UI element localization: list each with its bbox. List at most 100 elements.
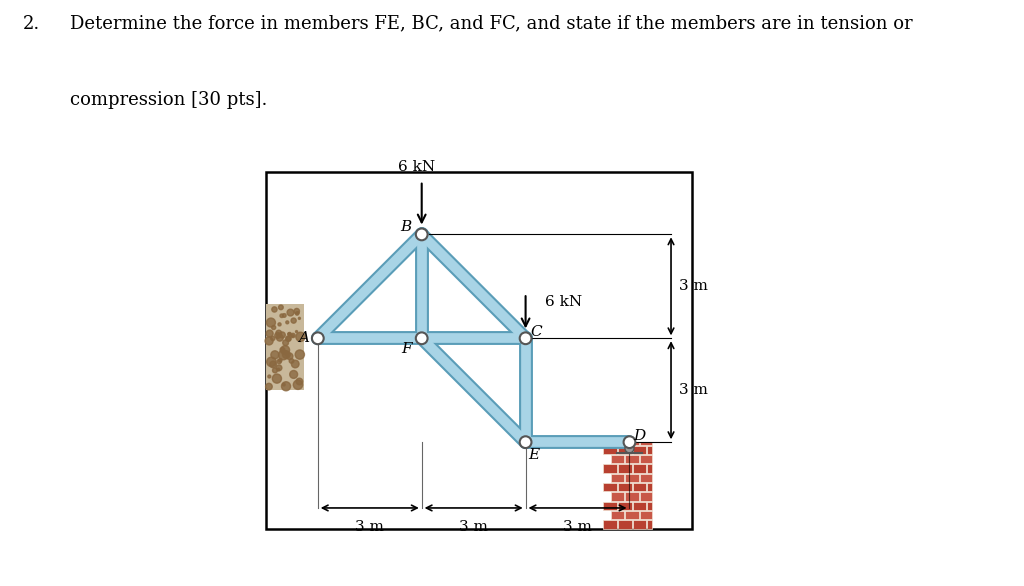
Circle shape bbox=[296, 331, 298, 333]
Circle shape bbox=[266, 357, 276, 367]
Bar bbox=[647, 520, 651, 529]
Text: compression [30 pts].: compression [30 pts]. bbox=[70, 91, 267, 109]
Bar bbox=[647, 502, 651, 510]
Bar bbox=[640, 492, 651, 500]
Circle shape bbox=[265, 337, 273, 345]
Circle shape bbox=[276, 335, 284, 341]
Circle shape bbox=[520, 436, 531, 448]
Circle shape bbox=[312, 332, 324, 344]
Circle shape bbox=[280, 314, 284, 318]
Circle shape bbox=[280, 347, 285, 352]
Circle shape bbox=[291, 318, 296, 323]
Bar bbox=[640, 511, 651, 519]
Text: 3 m: 3 m bbox=[459, 520, 488, 534]
Text: 6 kN: 6 kN bbox=[545, 295, 583, 309]
Bar bbox=[603, 445, 617, 454]
Bar bbox=[618, 483, 632, 491]
Circle shape bbox=[287, 336, 291, 341]
Circle shape bbox=[290, 370, 298, 379]
Circle shape bbox=[287, 309, 294, 316]
Text: 3 m: 3 m bbox=[679, 280, 708, 294]
Bar bbox=[647, 464, 651, 473]
Text: B: B bbox=[400, 220, 412, 234]
Circle shape bbox=[291, 333, 295, 338]
Circle shape bbox=[624, 436, 635, 448]
Circle shape bbox=[278, 323, 281, 326]
Circle shape bbox=[278, 369, 280, 371]
Circle shape bbox=[416, 332, 428, 344]
Circle shape bbox=[270, 336, 274, 340]
Circle shape bbox=[279, 359, 282, 362]
Bar bbox=[633, 483, 646, 491]
Text: Determine the force in members FE, BC, and FC, and state if the members are in t: Determine the force in members FE, BC, a… bbox=[70, 15, 912, 33]
Text: 2.: 2. bbox=[23, 15, 40, 33]
Text: 3 m: 3 m bbox=[679, 383, 708, 397]
Circle shape bbox=[272, 374, 282, 383]
Circle shape bbox=[279, 305, 284, 309]
Circle shape bbox=[288, 333, 291, 335]
Text: D: D bbox=[633, 429, 645, 443]
Circle shape bbox=[275, 331, 282, 336]
Bar bbox=[610, 442, 625, 445]
Circle shape bbox=[289, 359, 294, 363]
Text: C: C bbox=[530, 325, 543, 339]
Circle shape bbox=[280, 332, 286, 338]
Circle shape bbox=[292, 360, 299, 368]
Circle shape bbox=[271, 325, 275, 329]
Circle shape bbox=[295, 350, 304, 359]
Circle shape bbox=[298, 317, 300, 319]
Bar bbox=[618, 464, 632, 473]
Bar bbox=[633, 502, 646, 510]
Circle shape bbox=[281, 346, 290, 355]
Bar bbox=[626, 473, 639, 482]
Circle shape bbox=[295, 312, 299, 315]
Circle shape bbox=[272, 368, 278, 373]
Circle shape bbox=[285, 353, 287, 355]
Circle shape bbox=[286, 321, 289, 324]
Circle shape bbox=[625, 444, 634, 453]
Bar bbox=[626, 455, 639, 464]
Circle shape bbox=[296, 332, 305, 342]
Bar bbox=[618, 520, 632, 529]
Text: A: A bbox=[298, 331, 309, 345]
Circle shape bbox=[297, 312, 299, 314]
Bar bbox=[633, 464, 646, 473]
Circle shape bbox=[296, 378, 303, 385]
Bar bbox=[610, 492, 625, 500]
Bar bbox=[603, 483, 617, 491]
Circle shape bbox=[268, 375, 270, 378]
Text: E: E bbox=[528, 448, 540, 462]
Bar bbox=[640, 473, 651, 482]
Bar bbox=[633, 445, 646, 454]
Circle shape bbox=[287, 353, 293, 360]
Circle shape bbox=[266, 318, 275, 327]
Circle shape bbox=[520, 332, 531, 344]
Circle shape bbox=[266, 330, 273, 337]
Circle shape bbox=[265, 383, 272, 390]
Text: 3 m: 3 m bbox=[355, 520, 384, 534]
Bar bbox=[618, 502, 632, 510]
Circle shape bbox=[282, 381, 291, 391]
Circle shape bbox=[293, 380, 303, 390]
Circle shape bbox=[269, 361, 276, 368]
Bar bbox=[603, 520, 617, 529]
Circle shape bbox=[278, 359, 282, 364]
Bar bbox=[603, 464, 617, 473]
Bar bbox=[610, 455, 625, 464]
Bar bbox=[610, 511, 625, 519]
Circle shape bbox=[274, 332, 281, 338]
Bar bbox=[647, 483, 651, 491]
Bar bbox=[647, 445, 651, 454]
Circle shape bbox=[416, 229, 428, 240]
Circle shape bbox=[276, 365, 282, 371]
Bar bbox=[633, 520, 646, 529]
Bar bbox=[626, 442, 639, 445]
Bar bbox=[640, 455, 651, 464]
Circle shape bbox=[271, 307, 278, 312]
Circle shape bbox=[271, 351, 279, 359]
Circle shape bbox=[283, 351, 290, 359]
Text: 3 m: 3 m bbox=[563, 520, 592, 534]
Circle shape bbox=[283, 383, 285, 386]
Bar bbox=[626, 492, 639, 500]
Circle shape bbox=[283, 340, 289, 346]
